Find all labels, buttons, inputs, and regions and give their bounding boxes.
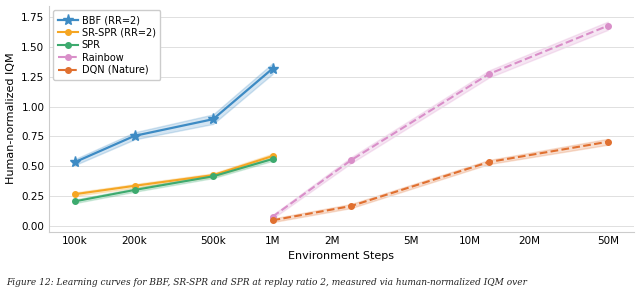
Line: SR-SPR (RR=2): SR-SPR (RR=2): [72, 153, 275, 197]
X-axis label: Environment Steps: Environment Steps: [289, 251, 394, 261]
Y-axis label: Human-normalized IQM: Human-normalized IQM: [6, 53, 15, 185]
SR-SPR (RR=2): [131, 184, 138, 187]
DQN (Nature): [604, 140, 612, 144]
Line: Rainbow: Rainbow: [269, 23, 611, 220]
SPR: [269, 157, 276, 161]
BBF (RR=2): [269, 67, 276, 70]
Rainbow: [269, 215, 276, 218]
BBF (RR=2): [71, 160, 79, 164]
BBF (RR=2): [209, 117, 217, 121]
Rainbow: [604, 24, 612, 28]
Rainbow: [348, 158, 355, 162]
DQN (Nature): [485, 160, 493, 164]
Legend: BBF (RR=2), SR-SPR (RR=2), SPR, Rainbow, DQN (Nature): BBF (RR=2), SR-SPR (RR=2), SPR, Rainbow,…: [53, 10, 161, 80]
SR-SPR (RR=2): [209, 173, 217, 177]
DQN (Nature): [348, 204, 355, 208]
Line: SPR: SPR: [72, 156, 275, 204]
BBF (RR=2): [131, 134, 138, 137]
SPR: [209, 174, 217, 178]
Line: DQN (Nature): DQN (Nature): [269, 139, 611, 223]
SR-SPR (RR=2): [71, 192, 79, 196]
Text: Figure 12: Learning curves for BBF, SR-SPR and SPR at replay ratio 2, measured v: Figure 12: Learning curves for BBF, SR-S…: [6, 278, 527, 287]
SPR: [71, 199, 79, 203]
Line: BBF (RR=2): BBF (RR=2): [70, 63, 278, 168]
SPR: [131, 188, 138, 192]
SR-SPR (RR=2): [269, 154, 276, 158]
Rainbow: [485, 72, 493, 76]
DQN (Nature): [269, 219, 276, 222]
